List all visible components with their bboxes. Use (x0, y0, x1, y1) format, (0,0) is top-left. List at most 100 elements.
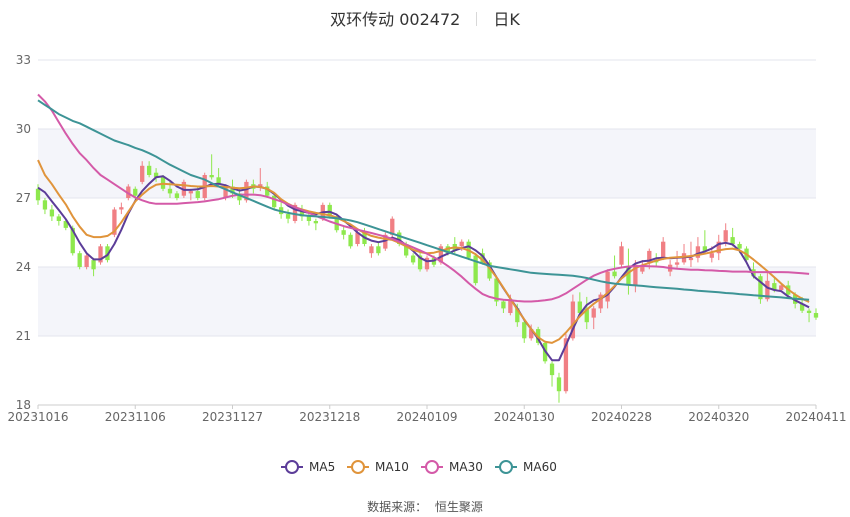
legend-swatch-marker (499, 460, 513, 474)
legend-label: MA5 (309, 460, 335, 474)
ma-line-ma60 (37, 99, 810, 301)
legend-item-ma60: MA60 (495, 460, 557, 474)
candle-body (779, 285, 784, 290)
candle-body (417, 255, 423, 270)
candle-body (758, 276, 763, 300)
candle-body (56, 216, 61, 221)
candle-body (237, 193, 242, 201)
candle-body (626, 267, 631, 286)
candle-body (77, 253, 82, 267)
candle-body (258, 184, 263, 187)
candle (612, 255, 617, 279)
grid-lines (38, 59, 816, 406)
candle-body (674, 262, 680, 265)
candle-body (216, 177, 221, 185)
legend-item-ma5: MA5 (281, 460, 335, 474)
data-source: 数据来源： 恒生聚源 (0, 498, 850, 515)
candle-body (723, 230, 728, 242)
candle-body (584, 308, 589, 323)
candle-body (737, 244, 742, 249)
candle-body (529, 329, 534, 339)
candle-body (702, 246, 708, 251)
candle-body (299, 211, 305, 217)
plot-bands (38, 129, 816, 336)
candle (292, 202, 298, 224)
candle-body (765, 280, 770, 300)
candle-body (549, 363, 555, 376)
candle-body (813, 313, 819, 318)
candle (417, 250, 423, 272)
candle (584, 296, 589, 330)
candle-body (424, 257, 430, 270)
candle-body (98, 246, 103, 263)
chart-title: 双环传动 002472 日K (0, 6, 850, 29)
candle (119, 202, 124, 215)
legend-swatch-marker (425, 460, 439, 474)
candle (640, 260, 645, 274)
candle-body (563, 338, 569, 392)
candle (605, 269, 610, 309)
candle-body (501, 301, 506, 309)
candle (313, 218, 319, 231)
candle (285, 209, 291, 224)
candle-body (799, 303, 805, 311)
candle-body (522, 322, 527, 339)
candle-body (91, 260, 96, 270)
candle-body (494, 278, 499, 302)
candle (56, 214, 61, 226)
candle-body (63, 221, 68, 228)
candle-body (487, 262, 492, 279)
legend-item-ma30: MA30 (421, 460, 483, 474)
ma-line-ma30 (37, 93, 810, 303)
candle (35, 184, 41, 205)
candle-body (633, 264, 638, 286)
candle-body (480, 253, 485, 263)
candle (473, 253, 478, 286)
candle-body (188, 191, 193, 194)
candle-body (612, 271, 617, 277)
candle-body (647, 250, 652, 263)
candle-body (397, 232, 402, 244)
candle-body (695, 246, 701, 258)
legend: MA5 MA10 MA30 MA60 (281, 460, 557, 474)
candle (42, 198, 48, 215)
candle-body (174, 193, 180, 198)
candle-body (570, 301, 576, 339)
candle-body (605, 271, 610, 302)
legend-swatch-marker (351, 460, 365, 474)
candle-body (133, 188, 138, 196)
y-axis: 18 21 24 27 30 33 (16, 53, 31, 412)
candle (369, 244, 374, 258)
candle-body (327, 204, 332, 217)
candle (153, 168, 159, 182)
candle (98, 244, 103, 265)
candle-body (292, 204, 298, 221)
candle-body (445, 246, 450, 254)
x-tick-label: 20240130 (494, 410, 555, 424)
candle (813, 308, 819, 320)
candle-body (42, 200, 48, 210)
candle-body (167, 188, 173, 194)
x-tick-label: 20231127 (202, 410, 263, 424)
candle (487, 260, 492, 281)
candle (529, 324, 534, 341)
candle (77, 250, 82, 270)
candle-body (223, 186, 228, 198)
candle-body (265, 186, 270, 196)
ma-lines-layer (37, 93, 810, 362)
candle (174, 191, 180, 201)
candle (570, 294, 576, 341)
y-tick-label: 18 (16, 398, 31, 412)
y-tick-label: 33 (16, 53, 31, 67)
candle-body (313, 221, 319, 224)
source-name: 恒生聚源 (434, 500, 483, 514)
candle-body (806, 310, 812, 313)
legend-swatch-marker (285, 460, 299, 474)
candle-body (709, 253, 714, 258)
y-tick-label: 27 (16, 191, 31, 205)
candle-body (348, 234, 353, 247)
candle (556, 372, 562, 403)
candle (688, 241, 694, 267)
